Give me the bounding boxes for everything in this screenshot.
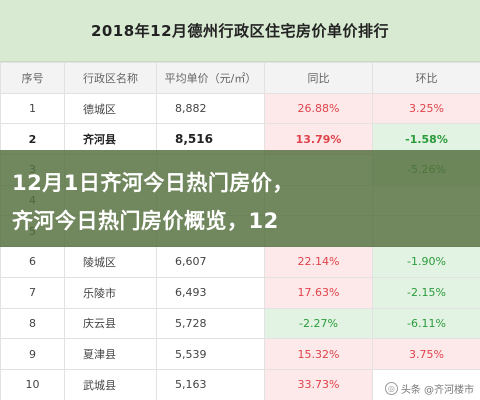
table-header-row: 序号 行政区名称 平均单价（元/㎡） 同比 环比	[0, 62, 480, 94]
cell-yoy: 13.79%	[264, 123, 373, 156]
cell-yoy: 33.73%	[264, 368, 373, 400]
cell-yoy: 15.32%	[264, 338, 373, 370]
cell-district: 夏津县	[64, 338, 157, 370]
table-row: 2 齐河县 8,516 13.79% -1.58%	[0, 123, 480, 156]
col-header-yoy: 同比	[264, 62, 373, 94]
table-title-bar: 2018年12月德州行政区住宅房价单价排行	[0, 0, 480, 62]
cell-yoy: 26.88%	[264, 92, 373, 125]
cell-district: 齐河县	[64, 123, 157, 156]
cell-yoy: 22.14%	[264, 246, 373, 278]
cell-mom: -1.58%	[372, 123, 480, 156]
cell-mom: -6.11%	[372, 307, 480, 340]
watermark-logo-icon: ◎	[384, 382, 398, 395]
cell-price: 6,607	[156, 246, 265, 278]
table-row: 6 陵城区 6,607 22.14% -1.90%	[0, 246, 480, 278]
table-title: 2018年12月德州行政区住宅房价单价排行	[90, 22, 390, 40]
cell-mom: -2.15%	[372, 276, 480, 309]
cell-price: 6,493	[156, 276, 265, 309]
table-row: 8 庆云县 5,728 -2.27% -6.11%	[0, 307, 480, 340]
cell-mom: 3.25%	[372, 92, 480, 125]
cell-mom: 3.75%	[372, 338, 480, 370]
headline-overlay: 12月1日齐河今日热门房价， 齐河今日热门房价概览，12	[0, 150, 480, 247]
cell-district: 德城区	[64, 92, 157, 125]
cell-rank: 6	[0, 246, 65, 278]
cell-rank: 9	[0, 338, 65, 370]
table-row: 9 夏津县 5,539 15.32% 3.75%	[0, 338, 480, 370]
headline-line-2: 齐河今日热门房价概览，12	[12, 209, 279, 233]
cell-mom: -1.90%	[372, 246, 480, 278]
cell-yoy: 17.63%	[264, 276, 373, 309]
cell-yoy: -2.27%	[264, 307, 373, 340]
watermark: ◎ 头条 @齐河楼市	[384, 381, 474, 396]
col-header-mom: 环比	[372, 62, 480, 94]
cell-price: 5,728	[156, 307, 265, 340]
cell-price: 5,163	[156, 368, 265, 400]
cell-district: 陵城区	[64, 246, 157, 278]
cell-district: 武城县	[64, 368, 157, 400]
headline-line-1: 12月1日齐河今日热门房价，	[12, 171, 294, 195]
cell-district: 乐陵市	[64, 276, 157, 309]
cell-price: 8,516	[156, 123, 265, 156]
col-header-price: 平均单价（元/㎡）	[156, 62, 265, 94]
cell-rank: 1	[0, 92, 65, 125]
col-header-district: 行政区名称	[64, 62, 157, 94]
cell-rank: 8	[0, 307, 65, 340]
table-row: 7 乐陵市 6,493 17.63% -2.15%	[0, 276, 480, 309]
cell-price: 5,539	[156, 338, 265, 370]
cell-rank: 7	[0, 276, 65, 309]
table-row: 1 德城区 8,882 26.88% 3.25%	[0, 92, 480, 125]
col-header-no: 序号	[0, 62, 65, 94]
cell-rank: 10	[0, 368, 65, 400]
watermark-text: 头条 @齐河楼市	[400, 385, 474, 396]
cell-rank: 2	[0, 123, 65, 156]
cell-district: 庆云县	[64, 307, 157, 340]
cell-price: 8,882	[156, 92, 265, 125]
